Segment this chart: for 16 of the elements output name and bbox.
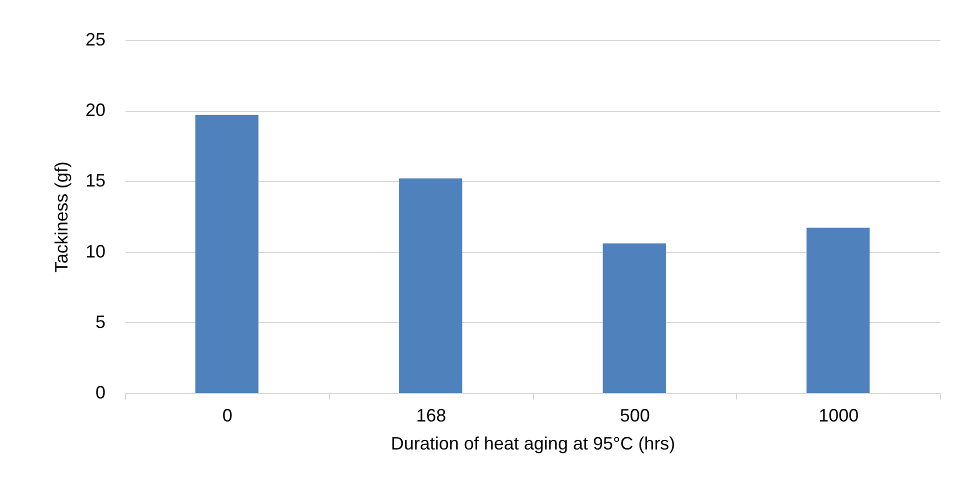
- y-tick-label: 5: [95, 312, 106, 332]
- bar: [602, 243, 666, 393]
- y-tick-label: 25: [85, 30, 106, 50]
- x-tick-label: 0: [222, 406, 232, 426]
- x-tick-label: 1000: [818, 406, 859, 426]
- x-tick-label: 500: [620, 406, 650, 426]
- x-tick-label: 168: [416, 406, 446, 426]
- y-axis-title: Tackiness (gf): [51, 161, 72, 273]
- bar: [399, 178, 462, 393]
- y-tick-label: 10: [85, 241, 106, 262]
- y-tick-label: 20: [85, 100, 106, 120]
- bar: [806, 228, 870, 393]
- y-tick-label: 0: [95, 382, 106, 402]
- y-tick-label: 15: [85, 170, 106, 191]
- bar: [195, 114, 258, 393]
- x-axis-title: Duration of heat aging at 95°C (hrs): [390, 434, 676, 454]
